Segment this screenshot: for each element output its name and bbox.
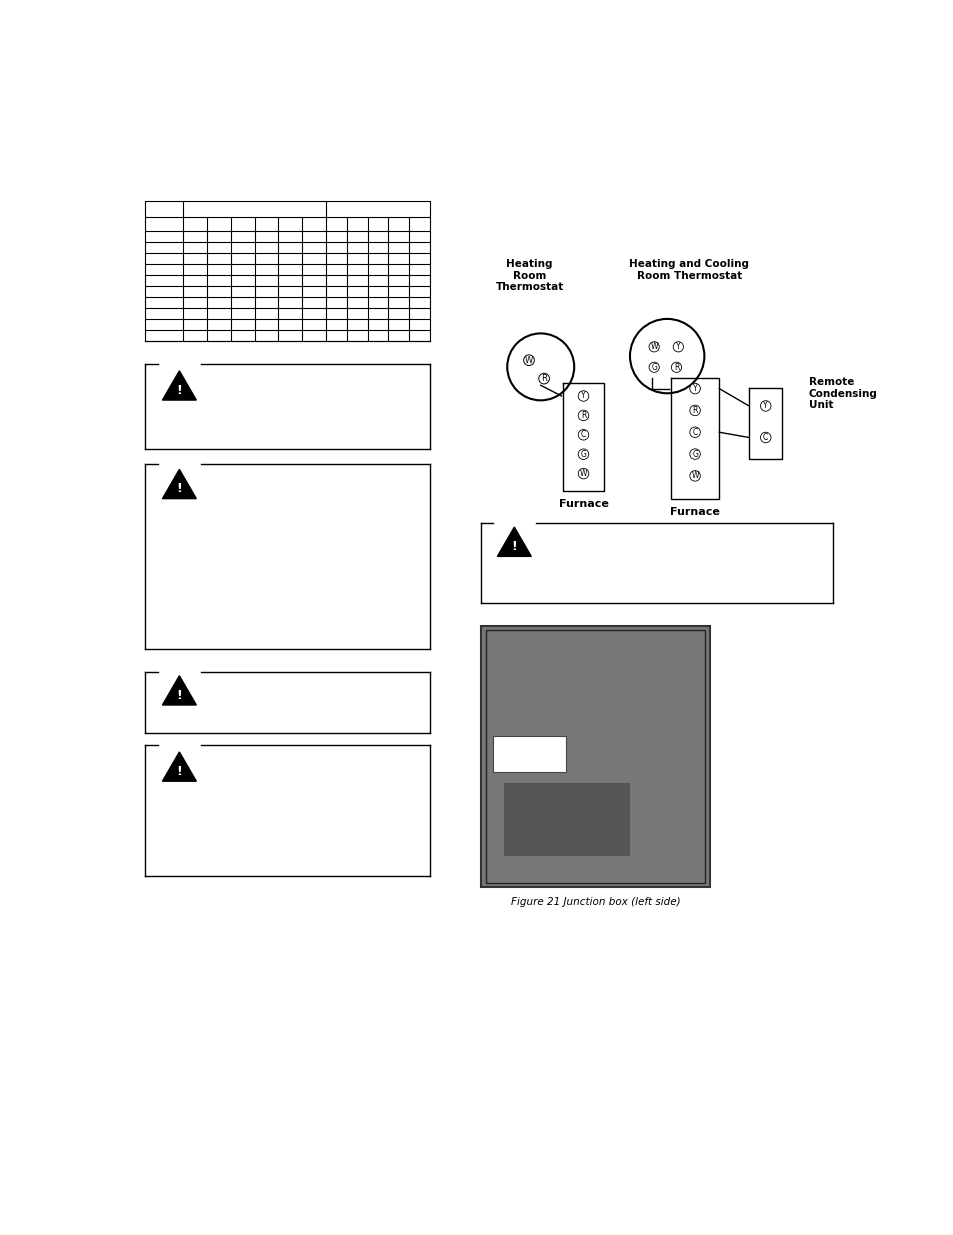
Text: R: R: [580, 411, 585, 420]
Polygon shape: [162, 676, 196, 705]
Text: R: R: [692, 406, 697, 415]
Text: Remote
Condensing
Unit: Remote Condensing Unit: [807, 377, 877, 410]
Text: G: G: [651, 363, 657, 372]
Text: Y: Y: [692, 384, 697, 393]
Text: R: R: [540, 374, 546, 383]
Text: W: W: [691, 472, 699, 480]
Text: !: !: [176, 384, 182, 396]
Text: Y: Y: [580, 391, 585, 400]
Text: Furnace: Furnace: [558, 499, 608, 509]
Polygon shape: [162, 752, 196, 782]
Bar: [485, 630, 704, 883]
Bar: [503, 783, 629, 856]
Text: R: R: [673, 363, 679, 372]
Text: Figure 21 Junction box (left side): Figure 21 Junction box (left side): [510, 897, 679, 906]
Text: C: C: [762, 433, 767, 442]
Text: C: C: [580, 430, 585, 440]
Bar: [492, 736, 565, 772]
Text: !: !: [176, 483, 182, 495]
Polygon shape: [497, 527, 531, 557]
Text: Heating and Cooling
Room Thermostat: Heating and Cooling Room Thermostat: [629, 259, 749, 280]
Text: C: C: [692, 427, 697, 437]
Polygon shape: [162, 469, 196, 499]
Text: Furnace: Furnace: [669, 506, 720, 516]
Text: !: !: [511, 540, 517, 553]
Text: !: !: [176, 764, 182, 778]
Polygon shape: [162, 370, 196, 400]
Text: W: W: [650, 342, 658, 351]
Text: !: !: [176, 689, 182, 701]
Text: W: W: [524, 356, 533, 364]
Text: G: G: [692, 450, 698, 458]
Text: G: G: [580, 450, 586, 458]
Text: Y: Y: [676, 342, 679, 351]
Text: Y: Y: [762, 401, 767, 410]
Text: Heating
Room
Thermostat: Heating Room Thermostat: [495, 259, 563, 293]
Bar: [480, 626, 709, 888]
Text: W: W: [579, 469, 587, 478]
